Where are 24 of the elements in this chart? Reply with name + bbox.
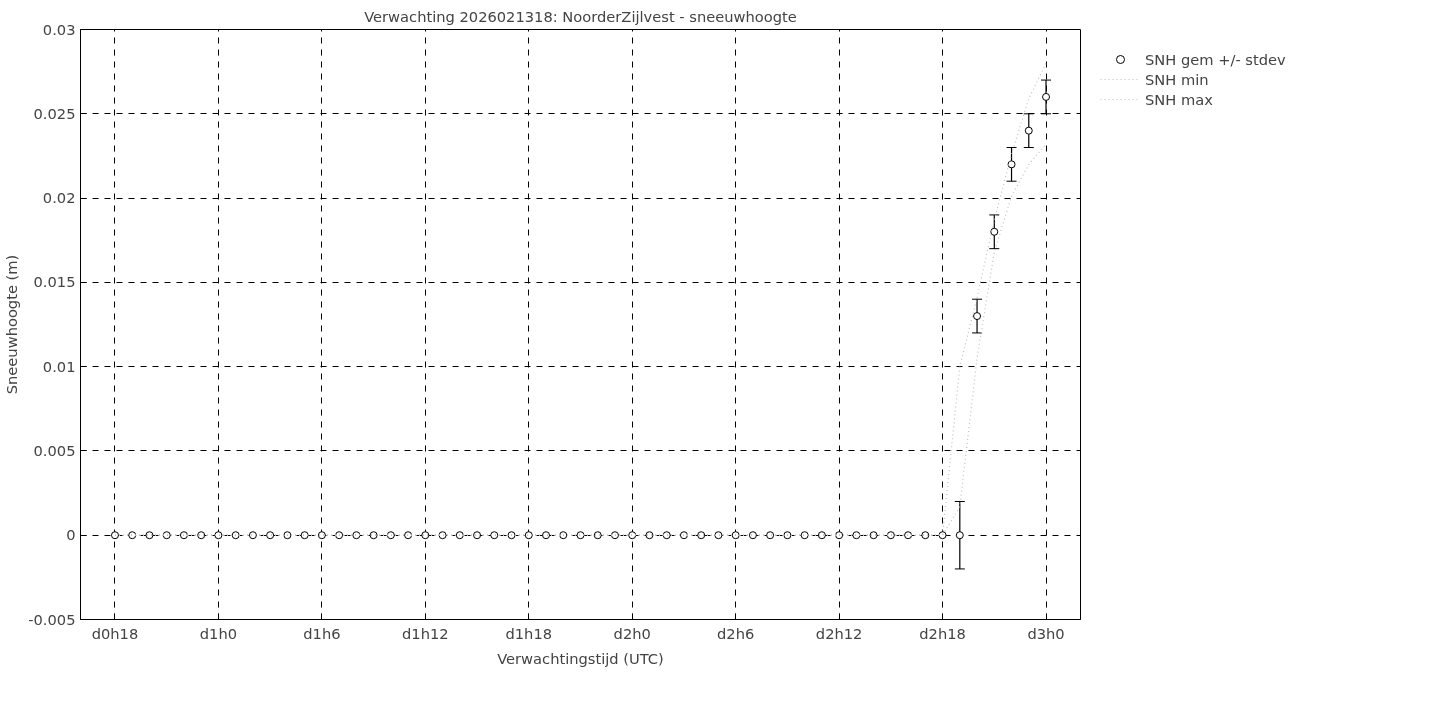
- x-tick-label: d2h12: [815, 624, 863, 642]
- chart-title: Verwachting 2026021318: NoorderZijlvest - sneeuwhoogte: [364, 7, 797, 25]
- y-tick-label: 0.005: [33, 441, 76, 459]
- y-tick-label: -0.005: [28, 610, 76, 628]
- x-tick-label: d2h6: [717, 624, 755, 642]
- x-tick-label: d3h0: [1027, 624, 1065, 642]
- x-tick-label: d2h0: [613, 624, 651, 642]
- x-tick-label: d2h18: [919, 624, 966, 642]
- x-axis-title: Verwachtingstijd (UTC): [497, 649, 664, 667]
- y-axis-title: Sneeuwhoogte (m): [3, 254, 21, 395]
- y-tick-label: 0.03: [42, 20, 76, 38]
- x-tick-label: d1h12: [402, 624, 449, 642]
- y-tick-label: 0.01: [42, 357, 76, 375]
- y-tick-label: 0.02: [42, 189, 76, 207]
- y-tick-label: 0.015: [33, 273, 76, 291]
- y-tick-label: 0.025: [33, 104, 76, 122]
- x-tick-label: d1h0: [199, 624, 238, 642]
- legend-label: SNH max: [1145, 90, 1213, 108]
- legend-label: SNH min: [1145, 70, 1209, 88]
- x-tick-label: d1h6: [303, 624, 341, 642]
- x-tick-label: d0h18: [91, 624, 139, 642]
- legend-label: SNH gem +/- stdev: [1145, 50, 1286, 68]
- x-tick-label: d1h18: [505, 624, 553, 642]
- y-tick-label: 0: [66, 526, 76, 544]
